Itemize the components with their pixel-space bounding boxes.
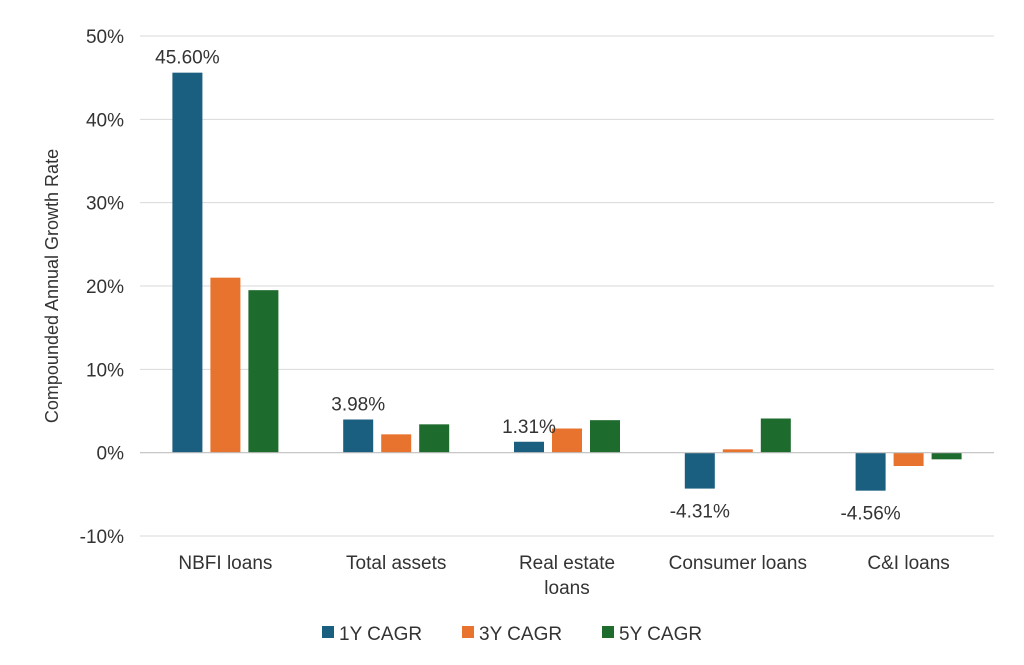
x-category-label: Total assets bbox=[346, 553, 446, 574]
y-tick-label: 50% bbox=[86, 27, 124, 48]
data-label: 3.98% bbox=[331, 395, 385, 416]
legend-label: 3Y CAGR bbox=[479, 624, 562, 645]
bar-5y-cagr bbox=[419, 424, 450, 453]
y-tick-label: 40% bbox=[86, 110, 124, 131]
y-tick-label: 0% bbox=[97, 444, 125, 465]
bar-5y-cagr bbox=[760, 418, 791, 453]
data-label: 45.60% bbox=[155, 48, 220, 69]
y-tick-label: 10% bbox=[86, 360, 124, 381]
legend-item: 5Y CAGR bbox=[602, 624, 702, 645]
legend-label: 1Y CAGR bbox=[339, 624, 422, 645]
data-label: -4.31% bbox=[670, 502, 730, 523]
bar-3y-cagr bbox=[381, 434, 412, 453]
y-tick-label: -10% bbox=[80, 527, 124, 548]
bar-1y-cagr bbox=[514, 441, 544, 453]
x-axis-category-labels: NBFI loans Total assets Real estate loans Co… bbox=[178, 553, 949, 599]
bar-1y-cagr bbox=[684, 452, 715, 489]
x-category-label: NBFI loans bbox=[178, 553, 272, 574]
data-labels: 45.60% 3.98% 1.31% -4.31% -4.56% bbox=[155, 48, 901, 525]
data-label: 1.31% bbox=[502, 417, 556, 438]
y-axis-title: Compounded Annual Growth Rate bbox=[42, 149, 62, 423]
x-category-label: C&I loans bbox=[867, 553, 949, 574]
x-category-label: Consumer loans bbox=[669, 553, 807, 574]
legend-swatch bbox=[602, 626, 614, 638]
bar-5y-cagr bbox=[590, 420, 620, 453]
bar-3y-cagr bbox=[893, 452, 924, 466]
x-category-label: Real estate loans bbox=[519, 553, 615, 599]
y-tick-label: 30% bbox=[86, 194, 124, 215]
bar-1y-cagr bbox=[343, 419, 374, 453]
bar-3y-cagr bbox=[210, 277, 241, 453]
legend-swatch bbox=[462, 626, 474, 638]
bar-5y-cagr bbox=[931, 452, 962, 460]
y-tick-label: 20% bbox=[86, 277, 124, 298]
bars bbox=[172, 72, 962, 491]
y-axis-tick-labels: -10% 0% 10% 20% 30% 40% 50% bbox=[80, 27, 124, 548]
data-label: -4.56% bbox=[840, 504, 900, 525]
legend-label: 5Y CAGR bbox=[619, 624, 702, 645]
bar-1y-cagr bbox=[172, 72, 203, 453]
legend-item: 1Y CAGR bbox=[322, 624, 422, 645]
gridlines bbox=[140, 35, 994, 537]
bar-3y-cagr bbox=[552, 428, 582, 453]
legend-item: 3Y CAGR bbox=[462, 624, 562, 645]
bar-3y-cagr bbox=[722, 449, 753, 453]
legend-swatch bbox=[322, 626, 334, 638]
bar-1y-cagr bbox=[855, 452, 886, 491]
legend: 1Y CAGR 3Y CAGR 5Y CAGR bbox=[322, 624, 702, 645]
bar-5y-cagr bbox=[248, 290, 279, 453]
